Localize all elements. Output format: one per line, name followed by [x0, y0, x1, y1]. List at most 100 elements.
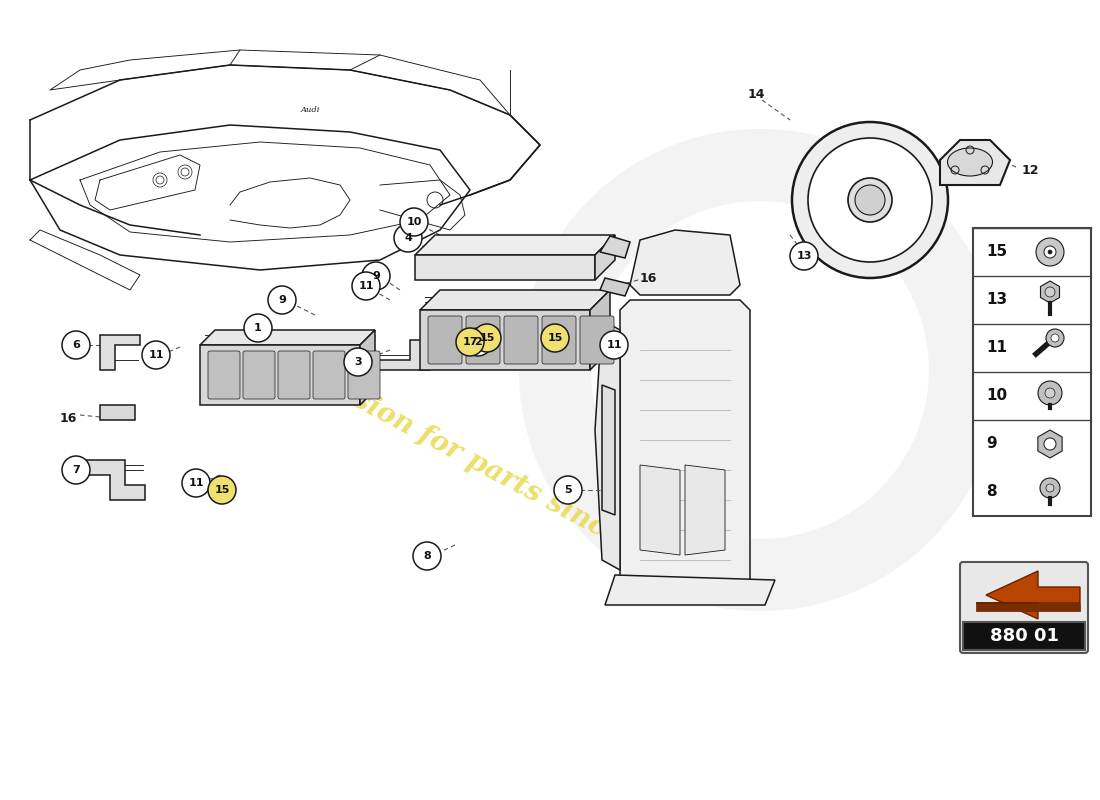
- Polygon shape: [360, 330, 375, 405]
- Text: 9: 9: [278, 295, 286, 305]
- Circle shape: [62, 331, 90, 359]
- Polygon shape: [420, 310, 590, 370]
- Circle shape: [1046, 484, 1054, 492]
- Circle shape: [1044, 246, 1056, 258]
- Circle shape: [808, 138, 932, 262]
- Text: 8: 8: [986, 485, 997, 499]
- Circle shape: [268, 286, 296, 314]
- FancyBboxPatch shape: [428, 316, 462, 364]
- Polygon shape: [415, 235, 615, 255]
- Circle shape: [362, 262, 390, 290]
- Circle shape: [1045, 287, 1055, 297]
- Circle shape: [848, 178, 892, 222]
- FancyBboxPatch shape: [314, 351, 345, 399]
- Ellipse shape: [947, 148, 992, 176]
- Polygon shape: [200, 330, 375, 345]
- Text: 2: 2: [474, 337, 482, 347]
- FancyBboxPatch shape: [243, 351, 275, 399]
- FancyBboxPatch shape: [466, 316, 500, 364]
- Polygon shape: [685, 465, 725, 555]
- Text: 8: 8: [424, 551, 431, 561]
- Circle shape: [1038, 381, 1061, 405]
- Polygon shape: [100, 335, 140, 370]
- Text: 5: 5: [564, 485, 572, 495]
- Polygon shape: [590, 290, 610, 370]
- Circle shape: [600, 331, 628, 359]
- Text: 15: 15: [480, 333, 495, 343]
- FancyBboxPatch shape: [542, 316, 576, 364]
- Text: 11: 11: [148, 350, 164, 360]
- Polygon shape: [976, 571, 1080, 619]
- Text: 17: 17: [462, 337, 477, 347]
- FancyBboxPatch shape: [348, 351, 380, 399]
- Polygon shape: [595, 320, 620, 570]
- Text: 15: 15: [214, 485, 230, 495]
- Text: 6: 6: [73, 340, 80, 350]
- Text: 9: 9: [986, 437, 997, 451]
- Circle shape: [244, 314, 272, 342]
- Circle shape: [352, 272, 379, 300]
- Circle shape: [554, 476, 582, 504]
- Circle shape: [182, 469, 210, 497]
- Circle shape: [1044, 438, 1056, 450]
- Polygon shape: [940, 140, 1010, 185]
- Circle shape: [412, 542, 441, 570]
- FancyBboxPatch shape: [278, 351, 310, 399]
- Circle shape: [855, 185, 886, 215]
- FancyBboxPatch shape: [960, 562, 1088, 653]
- Text: a passion for parts since 1965: a passion for parts since 1965: [277, 348, 703, 592]
- Text: Audi: Audi: [300, 106, 320, 114]
- Text: 11: 11: [606, 340, 621, 350]
- Text: 15: 15: [986, 245, 1008, 259]
- Polygon shape: [602, 385, 615, 515]
- Text: 16: 16: [640, 271, 658, 285]
- Bar: [974, 228, 1091, 516]
- Text: 14: 14: [748, 89, 766, 102]
- Circle shape: [62, 456, 90, 484]
- Text: 12: 12: [1022, 163, 1040, 177]
- Polygon shape: [600, 236, 630, 258]
- Text: 13: 13: [986, 293, 1008, 307]
- Text: 880 01: 880 01: [990, 627, 1058, 645]
- Text: 16: 16: [60, 411, 77, 425]
- Circle shape: [1040, 478, 1060, 498]
- Circle shape: [473, 324, 500, 352]
- Text: 3: 3: [354, 357, 362, 367]
- Polygon shape: [976, 603, 1080, 611]
- Text: 11: 11: [359, 281, 374, 291]
- Polygon shape: [85, 460, 145, 500]
- Circle shape: [464, 328, 492, 356]
- Text: 10: 10: [406, 217, 421, 227]
- Text: 11: 11: [188, 478, 204, 488]
- Text: 15: 15: [548, 333, 563, 343]
- Text: 9: 9: [372, 271, 379, 281]
- Circle shape: [1045, 388, 1055, 398]
- Text: 4: 4: [404, 233, 411, 243]
- Circle shape: [790, 242, 818, 270]
- Polygon shape: [605, 575, 775, 605]
- Circle shape: [394, 224, 422, 252]
- Bar: [962, 622, 1085, 650]
- Circle shape: [344, 348, 372, 376]
- Circle shape: [142, 341, 170, 369]
- Circle shape: [1036, 238, 1064, 266]
- Circle shape: [456, 328, 484, 356]
- Polygon shape: [640, 465, 680, 555]
- Polygon shape: [200, 345, 360, 405]
- FancyBboxPatch shape: [208, 351, 240, 399]
- Text: 11: 11: [986, 341, 1006, 355]
- Polygon shape: [100, 405, 135, 420]
- Text: 1: 1: [254, 323, 262, 333]
- Circle shape: [208, 476, 236, 504]
- FancyBboxPatch shape: [504, 316, 538, 364]
- FancyBboxPatch shape: [580, 316, 614, 364]
- Polygon shape: [620, 300, 750, 600]
- Polygon shape: [600, 278, 630, 296]
- Polygon shape: [378, 340, 430, 370]
- Text: 13: 13: [796, 251, 812, 261]
- Polygon shape: [420, 290, 610, 310]
- Polygon shape: [415, 255, 595, 280]
- Circle shape: [1046, 329, 1064, 347]
- Circle shape: [1048, 250, 1052, 254]
- Circle shape: [541, 324, 569, 352]
